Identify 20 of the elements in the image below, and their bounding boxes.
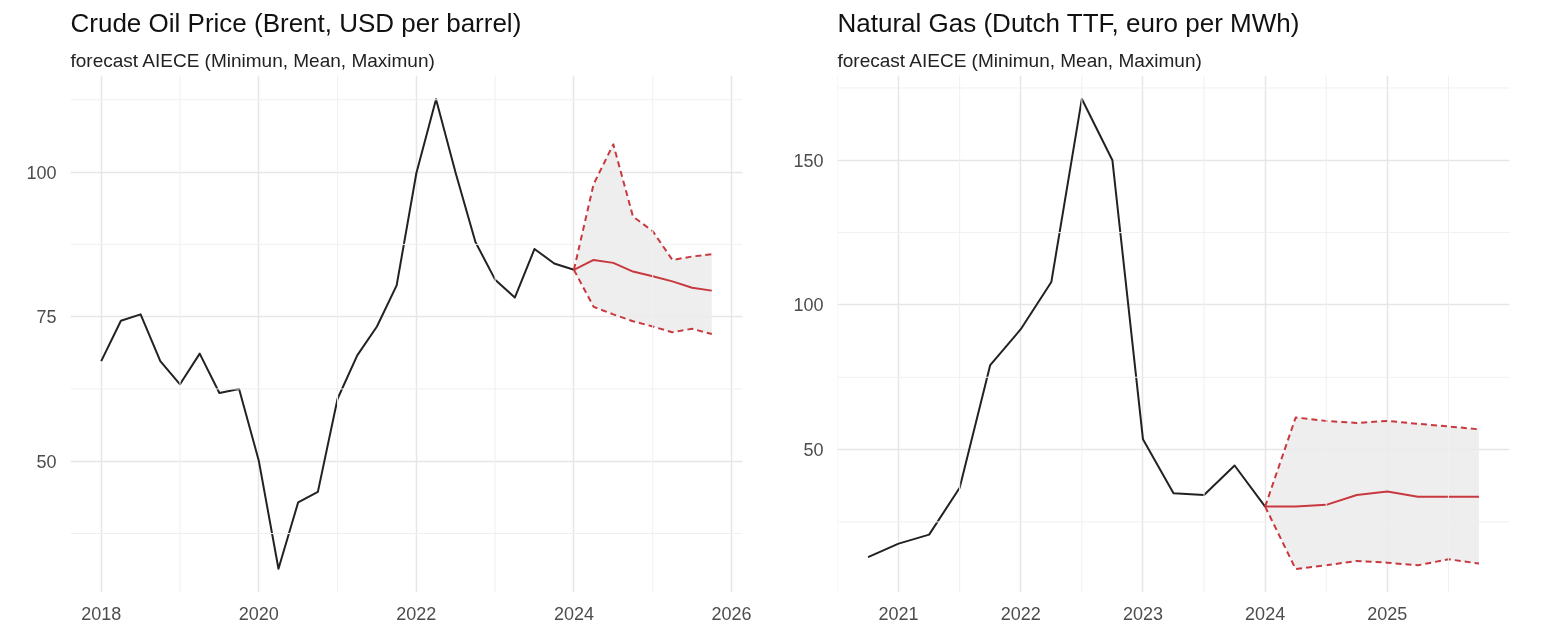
y-tick-label: 50	[803, 440, 824, 461]
y-tick-label: 75	[36, 307, 57, 328]
y-tick-label: 100	[793, 295, 824, 316]
chart-title: Natural Gas (Dutch TTF, euro per MWh)	[837, 7, 1300, 38]
x-tick-label: 2020	[238, 603, 279, 624]
x-tick-label: 2022	[1000, 603, 1041, 624]
x-tick-label: 2021	[878, 603, 919, 624]
x-tick-label: 2024	[1245, 603, 1286, 624]
x-tick-label: 2023	[1122, 603, 1163, 624]
x-tick-label: 2024	[553, 603, 594, 624]
y-tick-label: 50	[36, 451, 57, 472]
x-tick-label: 2026	[711, 603, 752, 624]
x-tick-label: 2025	[1367, 603, 1408, 624]
y-tick-label: 150	[793, 150, 824, 171]
x-tick-label: 2018	[81, 603, 122, 624]
y-tick-label: 100	[26, 162, 57, 183]
chart-title: Crude Oil Price (Brent, USD per barrel)	[70, 7, 522, 38]
chart-subtitle: forecast AIECE (Minimun, Mean, Maximun)	[70, 49, 435, 71]
x-tick-label: 2022	[396, 603, 437, 624]
chart-subtitle: forecast AIECE (Minimun, Mean, Maximun)	[837, 49, 1202, 71]
